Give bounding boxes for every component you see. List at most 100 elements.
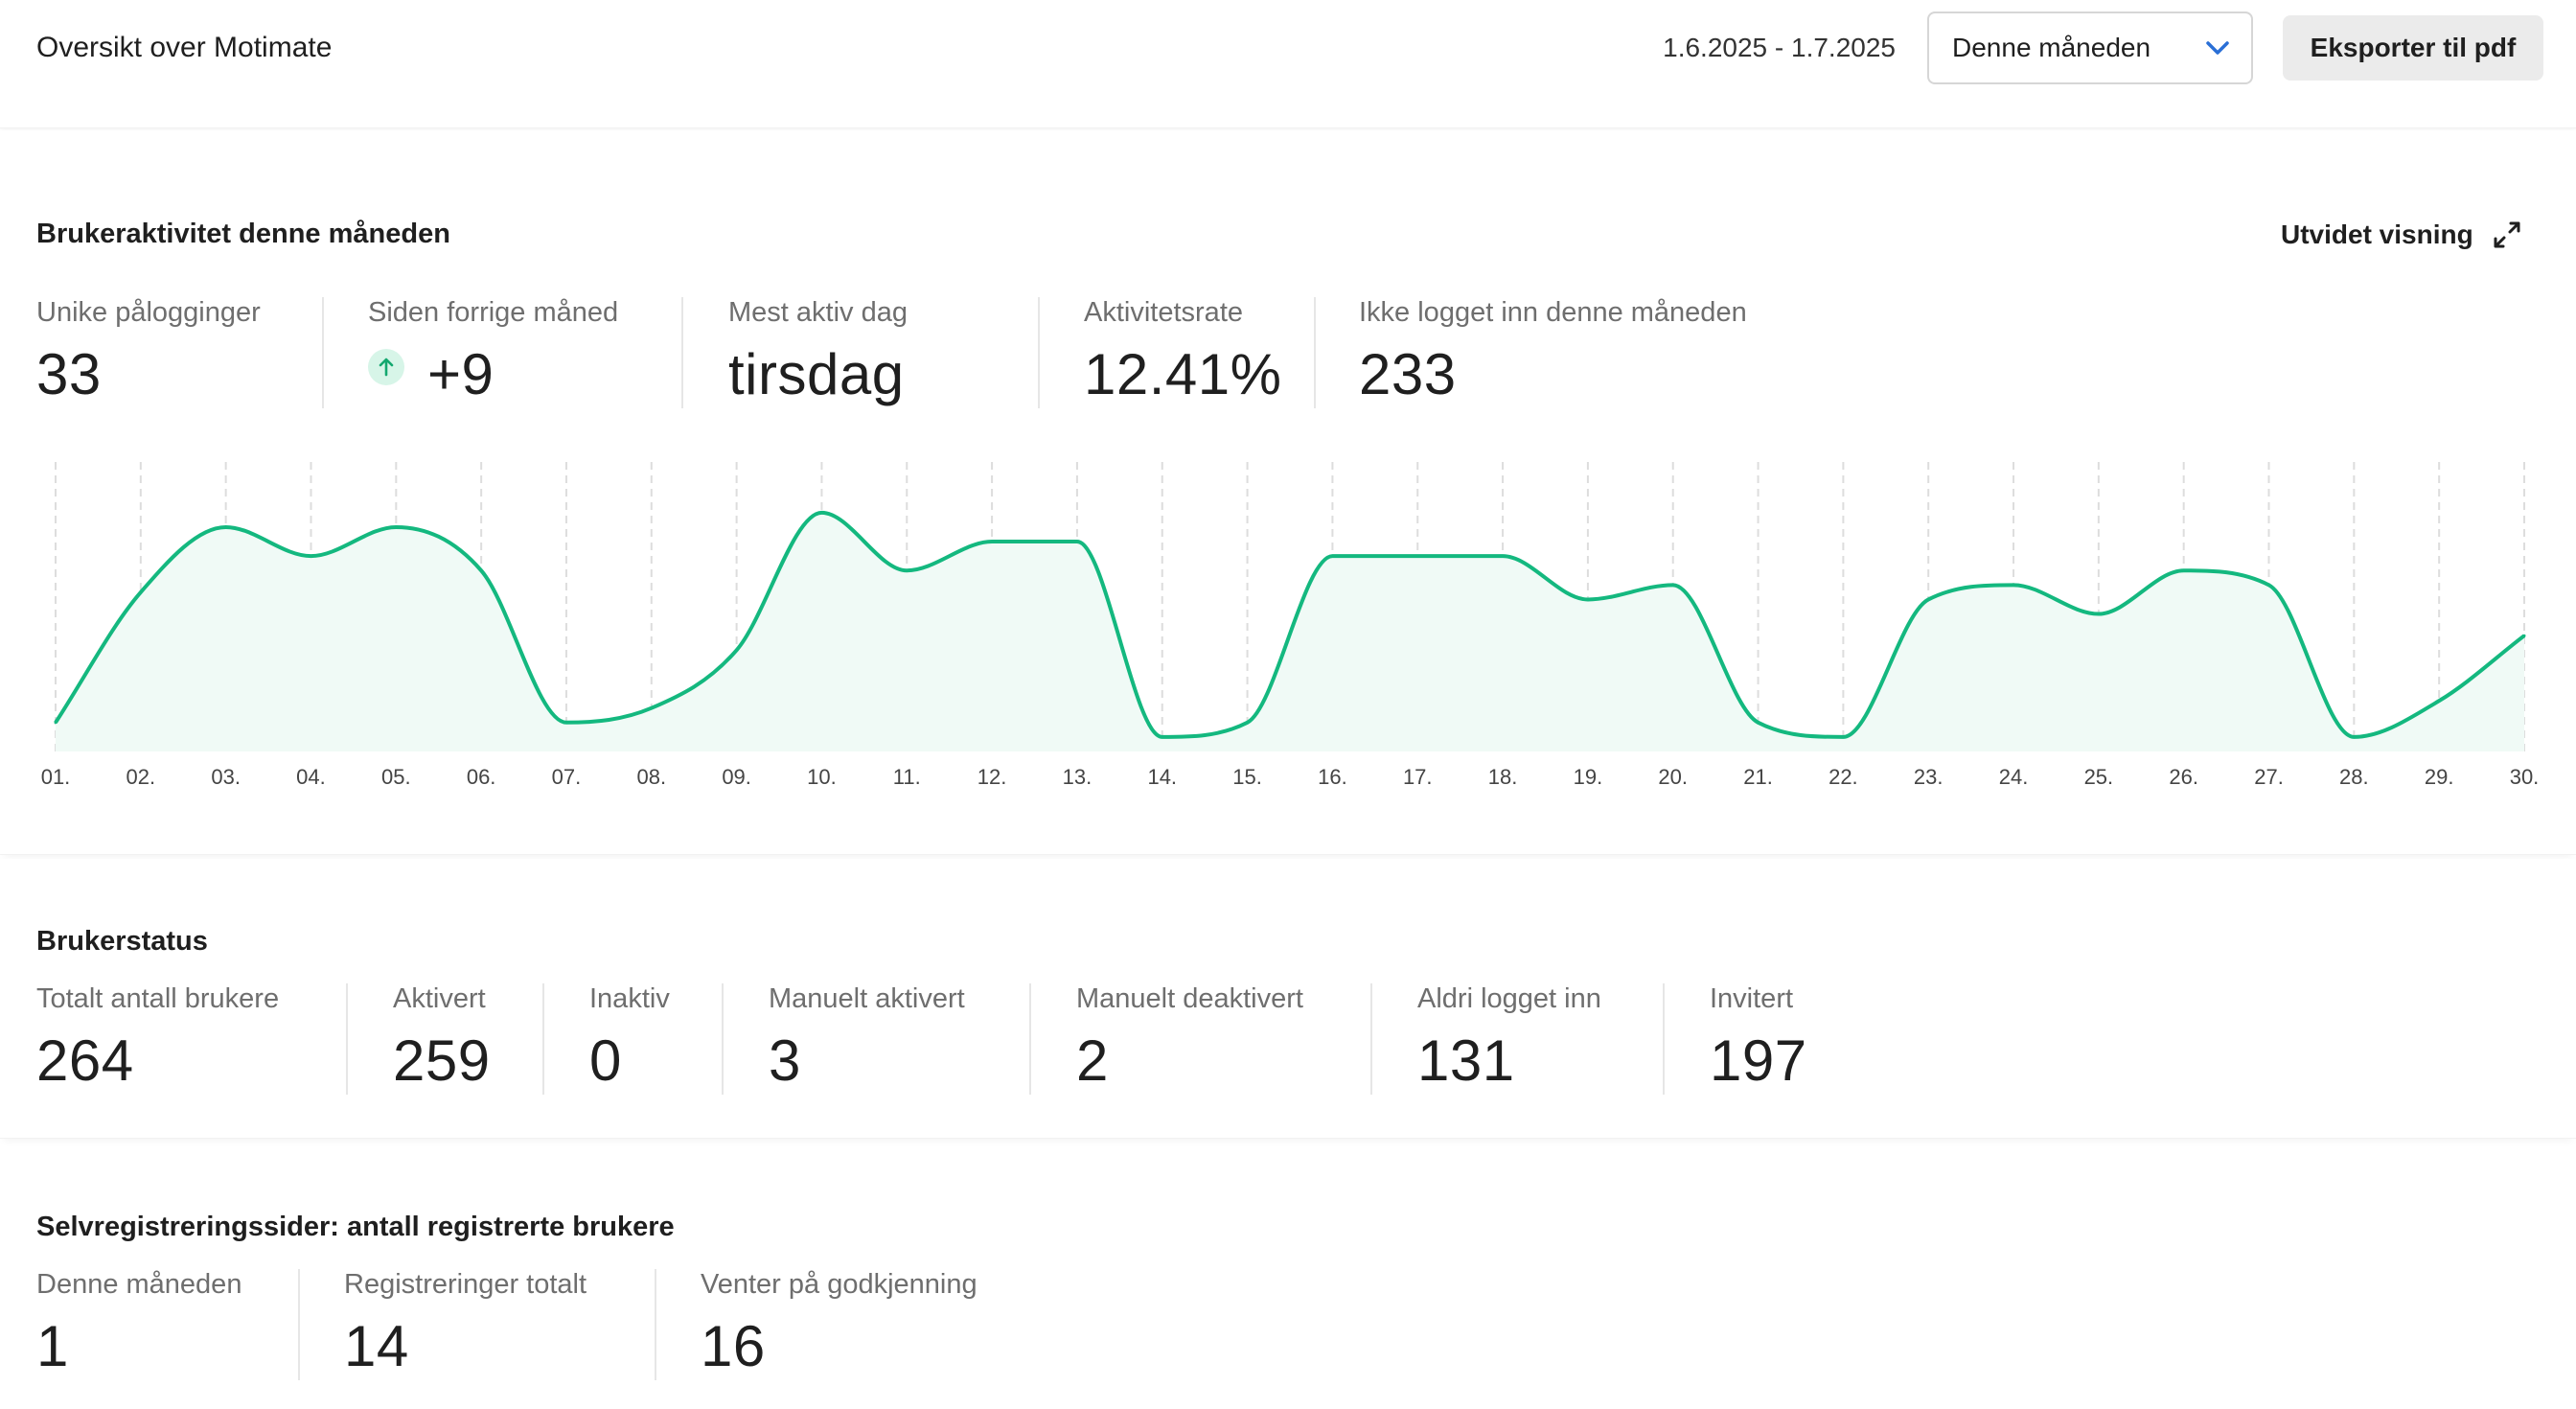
stat-invited: Invitert 197 (1710, 982, 1807, 1095)
x-tick-label: 11. (893, 765, 921, 789)
x-tick-label: 28. (2339, 765, 2369, 789)
stat-activated: Aktivert 259 (393, 982, 491, 1095)
status-title: Brukerstatus (36, 926, 208, 957)
data-point (1841, 735, 1845, 739)
data-point (1161, 735, 1164, 739)
stat-value: 1 (36, 1314, 69, 1378)
top-bar: Oversikt over Motimate 1.6.2025 - 1.7.20… (0, 0, 2576, 128)
page-title: Oversikt over Motimate (36, 32, 333, 63)
expand-view-button[interactable]: Utvidet visning (2281, 219, 2523, 251)
data-point (2097, 612, 2101, 616)
stat-value: 16 (701, 1314, 766, 1378)
stat-value: 233 (1359, 342, 1457, 406)
data-point (1757, 721, 1760, 725)
data-point (564, 721, 568, 725)
stat-label: Registreringer totalt (344, 1269, 587, 1300)
divider (1038, 297, 1040, 408)
stat-label: Aktivitetsrate (1084, 297, 1243, 328)
export-pdf-button[interactable]: Eksporter til pdf (2283, 15, 2543, 81)
data-point (1075, 540, 1079, 543)
stat-never-logged-in: Aldri logget inn 131 (1417, 982, 1601, 1095)
stat-value: 2 (1076, 1028, 1109, 1093)
data-point (139, 590, 143, 594)
stat-label: Siden forrige måned (368, 297, 619, 328)
data-point (394, 525, 398, 529)
data-point (2437, 699, 2441, 703)
x-tick-label: 17. (1403, 765, 1433, 789)
data-point (2267, 583, 2271, 587)
data-point (2522, 634, 2526, 637)
stat-label: Manuelt deaktivert (1076, 983, 1303, 1014)
stat-label: Mest aktiv dag (728, 297, 908, 328)
stat-label: Aktivert (393, 983, 486, 1014)
x-tick-label: 06. (467, 765, 496, 789)
stat-value: 0 (589, 1028, 622, 1093)
data-point (1330, 554, 1334, 558)
activity-title: Brukeraktivitet denne måneden (36, 219, 450, 249)
activity-area-fill (56, 512, 2524, 751)
data-point (54, 721, 58, 725)
divider (1370, 983, 1372, 1095)
stat-since-last-month: Siden forrige måned +9 (368, 295, 618, 408)
data-point (309, 554, 312, 558)
status-section (0, 859, 2576, 1139)
x-tick-label: 16. (1318, 765, 1347, 789)
stat-this-month: Denne måneden 1 (36, 1267, 242, 1380)
x-tick-label: 01. (41, 765, 71, 789)
x-tick-label: 09. (722, 765, 751, 789)
data-point (479, 568, 483, 572)
stat-value: 131 (1417, 1028, 1515, 1093)
stat-value: 3 (769, 1028, 801, 1093)
stat-value: 264 (36, 1028, 134, 1093)
x-tick-label: 02. (126, 765, 156, 789)
data-point (2012, 583, 2015, 587)
stat-manually-activated: Manuelt aktivert 3 (769, 982, 965, 1095)
data-point (905, 568, 908, 572)
data-point (1586, 597, 1590, 601)
data-point (2182, 568, 2186, 572)
data-point (1926, 597, 1930, 601)
chevron-down-icon (2206, 41, 2229, 55)
stat-label: Denne måneden (36, 1269, 242, 1300)
x-tick-label: 15. (1232, 765, 1262, 789)
divider (542, 983, 544, 1095)
x-tick-label: 03. (211, 765, 241, 789)
x-tick-label: 29. (2425, 765, 2454, 789)
x-tick-label: 07. (552, 765, 582, 789)
activity-area-chart: 01. 02. 03. 04. 05. 06. 07. 08. 09. 10. 11. 12. 13. 1… (41, 462, 2540, 789)
x-tick-label: 21. (1743, 765, 1773, 789)
divider (1314, 297, 1316, 408)
stat-label: Invitert (1710, 983, 1794, 1014)
x-tick-label: 12. (978, 765, 1007, 789)
stat-label: Ikke logget inn denne måneden (1359, 297, 1747, 328)
stat-activity-rate: Aktivitetsrate 12.41% (1084, 295, 1282, 408)
stat-pending-approval: Venter på godkjenning 16 (701, 1267, 978, 1380)
x-tick-label: 26. (2169, 765, 2198, 789)
stat-not-logged-in: Ikke logget inn denne måneden 233 (1359, 295, 1747, 408)
divider (298, 1269, 300, 1380)
x-tick-label: 13. (1063, 765, 1092, 789)
stat-inactive: Inaktiv 0 (589, 982, 670, 1095)
data-point (1671, 583, 1675, 587)
x-tick-label: 05. (381, 765, 411, 789)
stat-value: 197 (1710, 1028, 1807, 1093)
data-point (1501, 554, 1505, 558)
expand-arrows-icon (2494, 221, 2520, 248)
stat-total-users: Totalt antall brukere 264 (36, 982, 279, 1095)
x-tick-label: 14. (1147, 765, 1177, 789)
stat-label: Venter på godkjenning (701, 1269, 978, 1300)
stat-label: Manuelt aktivert (769, 983, 965, 1014)
x-tick-label: 30. (2510, 765, 2540, 789)
stat-manually-deactivated: Manuelt deaktivert 2 (1076, 982, 1303, 1095)
stat-value: 14 (344, 1314, 409, 1378)
stat-value: 12.41% (1084, 342, 1282, 406)
x-tick-label: 08. (636, 765, 666, 789)
x-tick-label: 25. (2084, 765, 2114, 789)
selfreg-title: Selvregistreringssider: antall registrer… (36, 1212, 675, 1242)
stat-label: Inaktiv (589, 983, 670, 1014)
divider (322, 297, 324, 408)
divider (655, 1269, 656, 1380)
period-select[interactable]: Denne måneden (1927, 12, 2253, 84)
data-point (1246, 721, 1250, 725)
stat-value: +9 (427, 342, 494, 406)
